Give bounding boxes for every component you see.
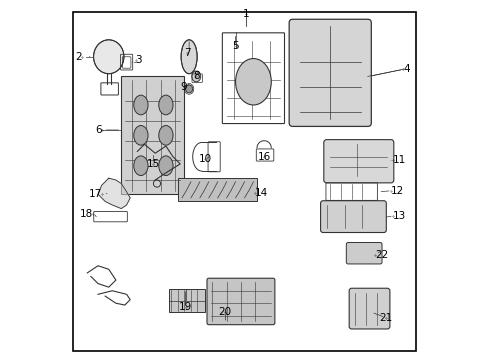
Text: 18: 18 — [79, 209, 93, 219]
Text: 13: 13 — [392, 211, 405, 221]
FancyBboxPatch shape — [206, 278, 274, 325]
Text: 7: 7 — [183, 48, 190, 58]
Ellipse shape — [181, 40, 197, 74]
Bar — [121, 76, 183, 194]
FancyBboxPatch shape — [348, 288, 389, 329]
FancyBboxPatch shape — [323, 140, 393, 183]
Ellipse shape — [134, 126, 148, 145]
Text: 12: 12 — [390, 186, 404, 196]
Text: 19: 19 — [179, 302, 192, 312]
Ellipse shape — [134, 95, 148, 115]
Ellipse shape — [159, 126, 173, 145]
Text: 22: 22 — [374, 250, 387, 260]
Ellipse shape — [159, 156, 173, 176]
Text: 14: 14 — [255, 188, 268, 198]
Text: 20: 20 — [218, 307, 231, 317]
Ellipse shape — [191, 71, 201, 82]
Text: 21: 21 — [378, 312, 391, 323]
Text: 3: 3 — [135, 55, 142, 65]
Text: 9: 9 — [180, 82, 187, 92]
Bar — [178, 178, 257, 202]
Bar — [169, 289, 205, 312]
Ellipse shape — [235, 59, 271, 105]
Ellipse shape — [185, 85, 192, 93]
Text: 2: 2 — [75, 52, 82, 62]
Text: 15: 15 — [146, 159, 160, 169]
Text: 6: 6 — [95, 125, 102, 135]
Ellipse shape — [159, 95, 173, 115]
Text: 16: 16 — [257, 152, 270, 162]
Text: 17: 17 — [88, 189, 102, 199]
Polygon shape — [98, 178, 130, 208]
Ellipse shape — [93, 40, 123, 74]
Text: 8: 8 — [193, 71, 199, 81]
FancyBboxPatch shape — [288, 19, 370, 126]
Text: 1: 1 — [243, 9, 249, 19]
Ellipse shape — [134, 156, 148, 176]
Text: 11: 11 — [392, 156, 405, 165]
FancyBboxPatch shape — [320, 201, 386, 233]
Text: 4: 4 — [403, 64, 409, 74]
Text: 10: 10 — [198, 154, 211, 163]
Text: 5: 5 — [232, 41, 239, 51]
FancyBboxPatch shape — [346, 243, 381, 264]
